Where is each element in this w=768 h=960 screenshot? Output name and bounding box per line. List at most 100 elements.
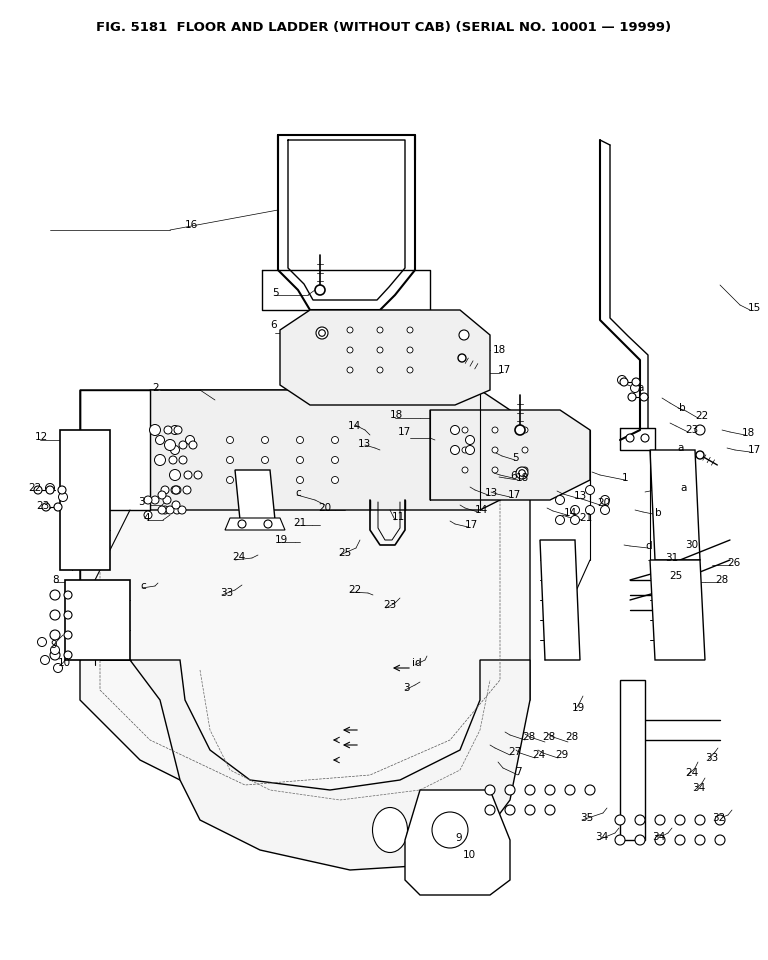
Text: 28: 28	[522, 732, 535, 742]
Text: 18: 18	[493, 345, 506, 355]
Polygon shape	[60, 430, 110, 570]
Circle shape	[492, 447, 498, 453]
Circle shape	[316, 327, 328, 339]
Circle shape	[154, 454, 165, 466]
Circle shape	[525, 805, 535, 815]
Circle shape	[545, 805, 555, 815]
Text: c: c	[140, 581, 146, 591]
Circle shape	[377, 367, 383, 373]
Circle shape	[695, 835, 705, 845]
Circle shape	[164, 426, 172, 434]
Circle shape	[465, 445, 475, 454]
Polygon shape	[280, 310, 490, 405]
Circle shape	[585, 506, 594, 515]
Circle shape	[227, 437, 233, 444]
Text: 20: 20	[597, 498, 610, 508]
Circle shape	[296, 437, 303, 444]
Text: 10: 10	[58, 658, 71, 668]
Text: 24: 24	[532, 750, 545, 760]
Circle shape	[555, 516, 564, 524]
Circle shape	[264, 520, 272, 528]
Text: 6: 6	[270, 320, 276, 330]
Text: 17: 17	[748, 445, 761, 455]
Circle shape	[451, 445, 459, 454]
Text: 20: 20	[318, 503, 331, 513]
Circle shape	[179, 441, 187, 449]
Circle shape	[227, 476, 233, 484]
Circle shape	[715, 815, 725, 825]
Circle shape	[158, 506, 166, 514]
Circle shape	[332, 476, 339, 484]
Polygon shape	[65, 580, 130, 660]
Circle shape	[585, 785, 595, 795]
Text: 6: 6	[510, 471, 517, 481]
Circle shape	[172, 501, 180, 509]
Circle shape	[462, 427, 468, 433]
Text: 19: 19	[572, 703, 585, 713]
Text: 19: 19	[275, 535, 288, 545]
Text: 11: 11	[392, 512, 406, 522]
Circle shape	[261, 437, 269, 444]
Circle shape	[601, 495, 610, 505]
Circle shape	[555, 495, 564, 505]
Text: 23: 23	[36, 501, 49, 511]
Text: c: c	[295, 488, 301, 498]
Text: 18: 18	[516, 473, 529, 483]
Circle shape	[626, 434, 634, 442]
Circle shape	[620, 378, 628, 386]
Circle shape	[261, 457, 269, 464]
Text: 21: 21	[293, 518, 306, 528]
Circle shape	[171, 486, 179, 494]
Circle shape	[150, 424, 161, 436]
Circle shape	[296, 457, 303, 464]
Text: 30: 30	[685, 540, 698, 550]
Circle shape	[628, 393, 636, 401]
Text: 28: 28	[542, 732, 555, 742]
Circle shape	[51, 645, 59, 655]
Polygon shape	[650, 560, 705, 660]
Text: 3: 3	[138, 497, 144, 507]
Circle shape	[64, 611, 72, 619]
Circle shape	[525, 785, 535, 795]
Circle shape	[186, 436, 194, 444]
Text: 26: 26	[727, 558, 740, 568]
Polygon shape	[80, 390, 150, 510]
Circle shape	[459, 330, 469, 340]
Circle shape	[315, 285, 325, 295]
Text: 34: 34	[692, 783, 705, 793]
Circle shape	[261, 476, 269, 484]
Circle shape	[172, 486, 180, 494]
Circle shape	[332, 437, 339, 444]
Circle shape	[238, 520, 246, 528]
Circle shape	[585, 486, 594, 494]
Circle shape	[183, 486, 191, 494]
Text: id: id	[412, 658, 422, 668]
Circle shape	[173, 486, 181, 494]
Text: 17: 17	[508, 490, 521, 500]
Circle shape	[184, 471, 192, 479]
Circle shape	[518, 469, 525, 476]
Circle shape	[319, 329, 326, 336]
Circle shape	[485, 805, 495, 815]
Text: 34: 34	[652, 832, 665, 842]
Circle shape	[377, 347, 383, 353]
Text: 23: 23	[383, 600, 396, 610]
Text: b: b	[655, 508, 661, 518]
Circle shape	[571, 506, 580, 515]
Circle shape	[151, 496, 159, 504]
Text: FIG. 5181  FLOOR AND LADDER (WITHOUT CAB) (SERIAL NO. 10001 — 19999): FIG. 5181 FLOOR AND LADDER (WITHOUT CAB)…	[97, 21, 671, 35]
Text: 12: 12	[35, 432, 48, 442]
Circle shape	[407, 367, 413, 373]
Circle shape	[695, 425, 705, 435]
Text: 8: 8	[52, 575, 58, 585]
Circle shape	[64, 591, 72, 599]
Circle shape	[158, 491, 166, 499]
Circle shape	[38, 637, 47, 646]
Circle shape	[46, 486, 54, 494]
Circle shape	[170, 425, 180, 435]
Circle shape	[631, 383, 640, 393]
Circle shape	[565, 785, 575, 795]
Text: 17: 17	[465, 520, 478, 530]
Circle shape	[194, 471, 202, 479]
Text: 17: 17	[398, 427, 411, 437]
